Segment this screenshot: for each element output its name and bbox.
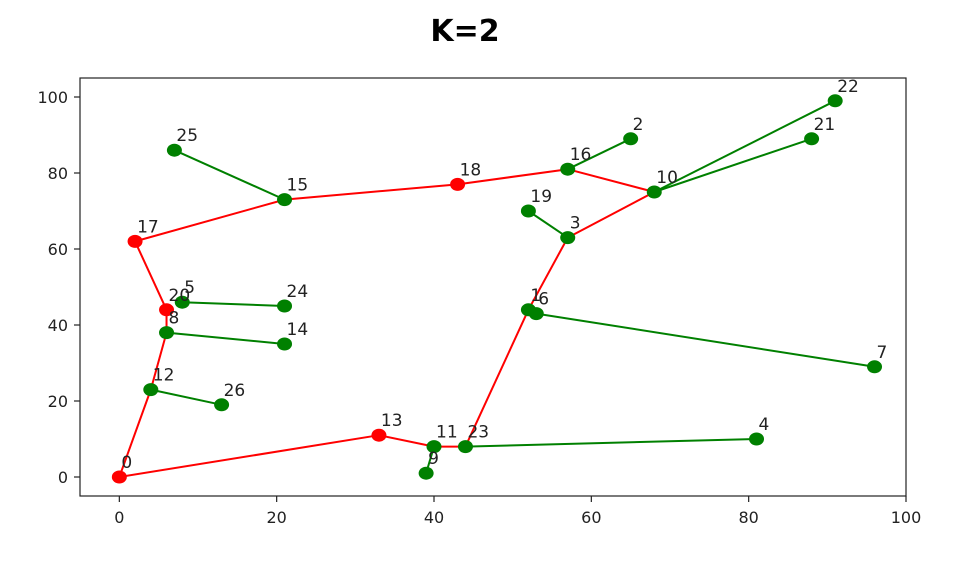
edge-13-11: [378, 434, 435, 448]
node-label-10: 10: [656, 168, 678, 188]
node-2: [623, 132, 639, 146]
node-label-14: 14: [287, 320, 309, 340]
node-0: [111, 470, 127, 484]
node-21: [804, 132, 820, 146]
node-label-16: 16: [570, 145, 592, 165]
node-26: [214, 398, 230, 412]
node-label-3: 3: [570, 214, 581, 234]
node-16: [560, 162, 576, 176]
node-12: [143, 383, 159, 397]
chart-title: K=2: [430, 14, 500, 49]
node-label-17: 17: [137, 217, 159, 237]
node-label-26: 26: [224, 381, 246, 401]
node-6: [528, 307, 544, 321]
node-3: [560, 231, 576, 245]
edge-15-17: [134, 198, 285, 243]
node-label-15: 15: [287, 176, 309, 196]
node-11: [426, 440, 442, 454]
x-tick-label-20: 20: [266, 508, 286, 527]
node-label-13: 13: [381, 411, 403, 431]
edge-16-18: [457, 168, 568, 186]
x-tick-label-60: 60: [581, 508, 601, 527]
node-10: [646, 185, 662, 199]
edge-25-15: [173, 149, 285, 201]
node-label-1: 1: [530, 286, 541, 306]
edge-6-7: [536, 312, 875, 368]
edge-12-0: [118, 389, 152, 478]
node-label-9: 9: [428, 449, 439, 469]
node-label-6: 6: [538, 290, 549, 310]
edge-16-2: [567, 137, 632, 171]
x-tick-label-100: 100: [891, 508, 922, 527]
y-tick-label-60: 60: [48, 240, 68, 259]
y-tick-label-40: 40: [48, 316, 68, 335]
node-23: [457, 440, 473, 454]
plot-frame: [79, 77, 907, 497]
node-14: [277, 337, 293, 351]
x-tick-label-80: 80: [738, 508, 758, 527]
node-20: [159, 303, 175, 317]
node-label-5: 5: [184, 278, 195, 298]
node-24: [277, 299, 293, 313]
edge-23-4: [465, 438, 757, 448]
node-label-2: 2: [633, 115, 644, 135]
node-label-24: 24: [287, 282, 309, 302]
edge-0-13: [119, 434, 380, 478]
edge-8-12: [149, 332, 168, 390]
edge-12-26: [150, 388, 222, 406]
edge-19-3: [527, 210, 569, 239]
node-label-12: 12: [153, 366, 175, 386]
edge-3-10: [567, 191, 655, 239]
node-19: [520, 204, 536, 218]
edge-10-16: [567, 168, 655, 193]
y-tick-label-20: 20: [48, 392, 68, 411]
node-17: [127, 234, 143, 248]
edge-1-3: [527, 237, 569, 311]
node-18: [450, 177, 466, 191]
node-15: [277, 193, 293, 207]
node-label-19: 19: [530, 187, 552, 207]
node-22: [827, 94, 843, 108]
y-tick-label-80: 80: [48, 164, 68, 183]
node-label-22: 22: [837, 77, 859, 97]
y-tick-label-100: 100: [37, 88, 68, 107]
node-5: [174, 295, 190, 309]
edge-8-14: [166, 331, 285, 345]
edge-23-1: [464, 309, 530, 448]
node-label-20: 20: [169, 286, 191, 306]
node-13: [371, 428, 387, 442]
node-9: [418, 466, 434, 480]
node-label-21: 21: [814, 115, 836, 135]
labels-layer: 0123456789101112131415161718192021222324…: [121, 77, 887, 473]
node-8: [159, 326, 175, 340]
x-tick-label-40: 40: [424, 508, 444, 527]
edge-10-22: [653, 99, 836, 193]
edge-10-21: [653, 137, 812, 193]
node-7: [867, 360, 883, 374]
node-label-23: 23: [467, 423, 489, 443]
node-label-11: 11: [436, 423, 458, 443]
edge-5-24: [182, 301, 285, 307]
node-label-18: 18: [460, 160, 482, 180]
edge-18-15: [284, 183, 458, 201]
edge-17-20: [134, 240, 168, 311]
node-4: [749, 432, 765, 446]
node-label-7: 7: [877, 343, 888, 363]
node-25: [166, 143, 182, 157]
x-tick-label-0: 0: [114, 508, 124, 527]
nodes-layer: [111, 94, 883, 484]
node-label-25: 25: [176, 126, 198, 146]
node-label-8: 8: [169, 309, 180, 329]
y-tick-label-0: 0: [58, 468, 68, 487]
node-label-4: 4: [759, 415, 770, 435]
node-label-0: 0: [121, 453, 132, 473]
